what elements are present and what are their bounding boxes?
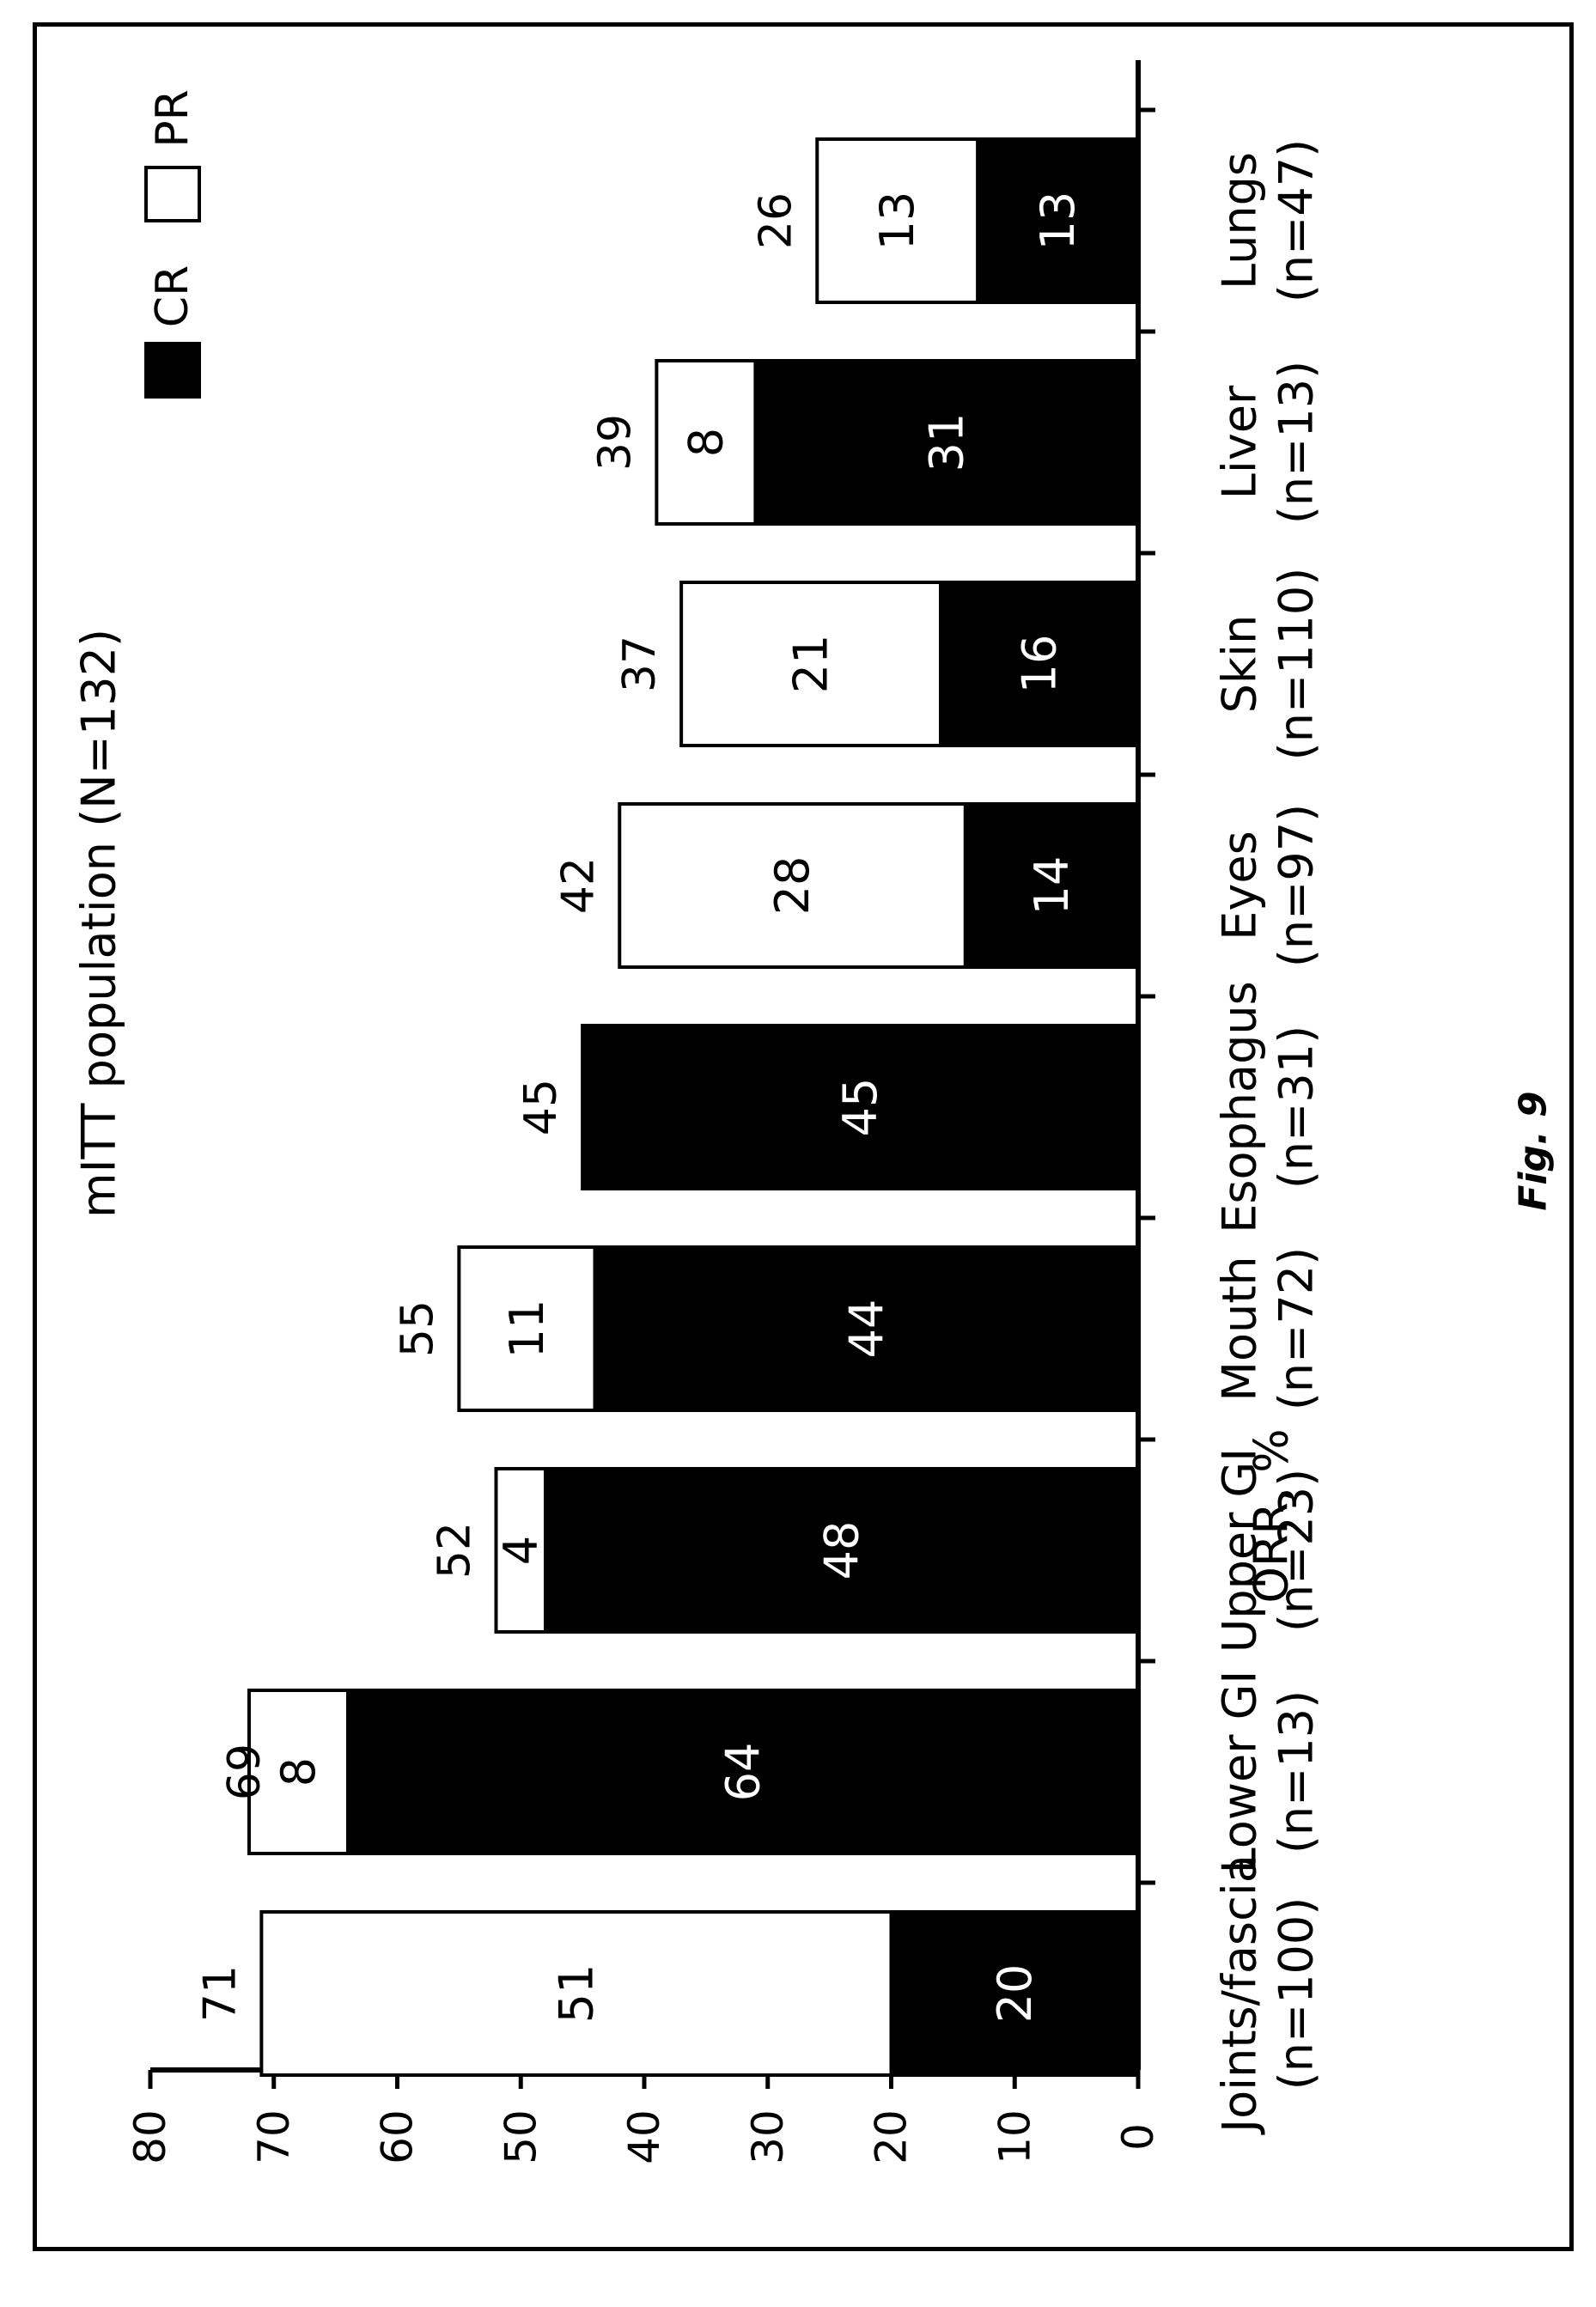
bar-segment-cr: [581, 1024, 1140, 1190]
figure-caption: Fig. 9: [1511, 1091, 1556, 1211]
value-tick-label: 40: [619, 2109, 669, 2164]
bar-label-cr: 20: [988, 1964, 1042, 2024]
category-n-label: (n=23): [1270, 1469, 1324, 1632]
bar-segment-cr: [593, 1245, 1140, 1412]
bar-segment-pr: [618, 802, 967, 969]
value-tick-label: 0: [1113, 2123, 1163, 2151]
bar-total-label: 69: [219, 1744, 271, 1800]
value-tick-label: 70: [249, 2109, 299, 2164]
bar-total-label: 39: [589, 414, 641, 471]
bar-label-cr: 31: [920, 413, 974, 472]
value-tick-label: 80: [125, 2109, 175, 2164]
bar-segment-pr: [655, 359, 758, 526]
bar-label-pr: 51: [549, 1964, 603, 2024]
category-n-label: (n=100): [1270, 1897, 1324, 2091]
value-tick-label: 30: [743, 2109, 793, 2164]
legend-swatch-pr: [144, 166, 201, 222]
legend-swatch-cr: [144, 342, 201, 399]
category-n-label: (n=31): [1270, 1026, 1324, 1189]
y-axis-title: ORR, %: [1245, 1428, 1299, 1603]
bar-segment-pr: [679, 581, 942, 747]
category-label: Upper GI: [1213, 1448, 1267, 1653]
bar-label-pr: 8: [679, 428, 733, 457]
category-n-label: (n=13): [1270, 1690, 1324, 1854]
bar-label-cr: 48: [815, 1521, 869, 1580]
bar-segment-pr: [494, 1467, 547, 1634]
bar-total-label: 26: [750, 192, 801, 249]
category-label: Joints/fascia: [1213, 1854, 1267, 2135]
category-label: Lower GI: [1213, 1671, 1267, 1874]
bar-label-pr: 13: [870, 192, 924, 251]
category-label: Esophagus: [1213, 981, 1267, 1233]
bar-label-cr: 14: [1025, 856, 1079, 916]
bar-segment-pr: [259, 1910, 893, 2077]
bar-label-cr: 64: [716, 1743, 771, 1802]
bar-label-cr: 45: [833, 1078, 887, 1137]
bar-segment-cr: [346, 1689, 1140, 1855]
bar-label-pr: 28: [765, 856, 819, 916]
bar-total-label: 42: [552, 857, 604, 914]
category-n-label: (n=47): [1270, 139, 1324, 302]
chart-title: mITT population (N=132): [72, 629, 126, 1218]
value-tick-label: 20: [867, 2109, 917, 2164]
bar-total-label: 55: [392, 1300, 443, 1357]
bar-label-pr: 8: [271, 1757, 326, 1787]
bar-segment-cr: [963, 802, 1140, 969]
bar-label-cr: 13: [1031, 192, 1085, 251]
bar-label-pr: 21: [784, 635, 838, 694]
bar-label-pr: 11: [500, 1300, 554, 1359]
category-label: Liver: [1213, 385, 1267, 499]
bar-total-label: 45: [515, 1079, 567, 1135]
bar-segment-cr: [939, 581, 1140, 747]
category-n-label: (n=97): [1270, 804, 1324, 967]
category-label: Eyes: [1213, 831, 1267, 940]
bar-segment-pr: [457, 1245, 597, 1412]
bar-label-cr: 44: [839, 1300, 893, 1359]
category-label: Lungs: [1213, 152, 1267, 289]
legend-label-pr: PR: [147, 89, 198, 148]
value-tick-label: 60: [373, 2109, 423, 2164]
category-n-label: (n=13): [1270, 361, 1324, 524]
bar-segment-pr: [247, 1689, 350, 1855]
figure-frame: [33, 22, 1574, 2251]
value-tick-label: 50: [496, 2109, 545, 2164]
value-tick-label: 10: [990, 2109, 1039, 2164]
bar-segment-cr: [753, 359, 1140, 526]
bar-total-label: 52: [429, 1522, 481, 1579]
bar-total-label: 37: [614, 636, 666, 692]
bar-segment-pr: [815, 137, 980, 304]
bar-label-pr: 4: [494, 1536, 548, 1565]
category-n-label: (n=110): [1270, 568, 1324, 761]
bar-total-label: 71: [194, 1965, 246, 2022]
category-label: Mouth: [1213, 1256, 1267, 1401]
bar-segment-cr: [544, 1467, 1140, 1634]
category-n-label: (n=72): [1270, 1247, 1324, 1410]
category-label: Skin: [1213, 615, 1267, 714]
legend-label-cr: CR: [147, 265, 198, 327]
bar-label-cr: 16: [1013, 635, 1067, 694]
